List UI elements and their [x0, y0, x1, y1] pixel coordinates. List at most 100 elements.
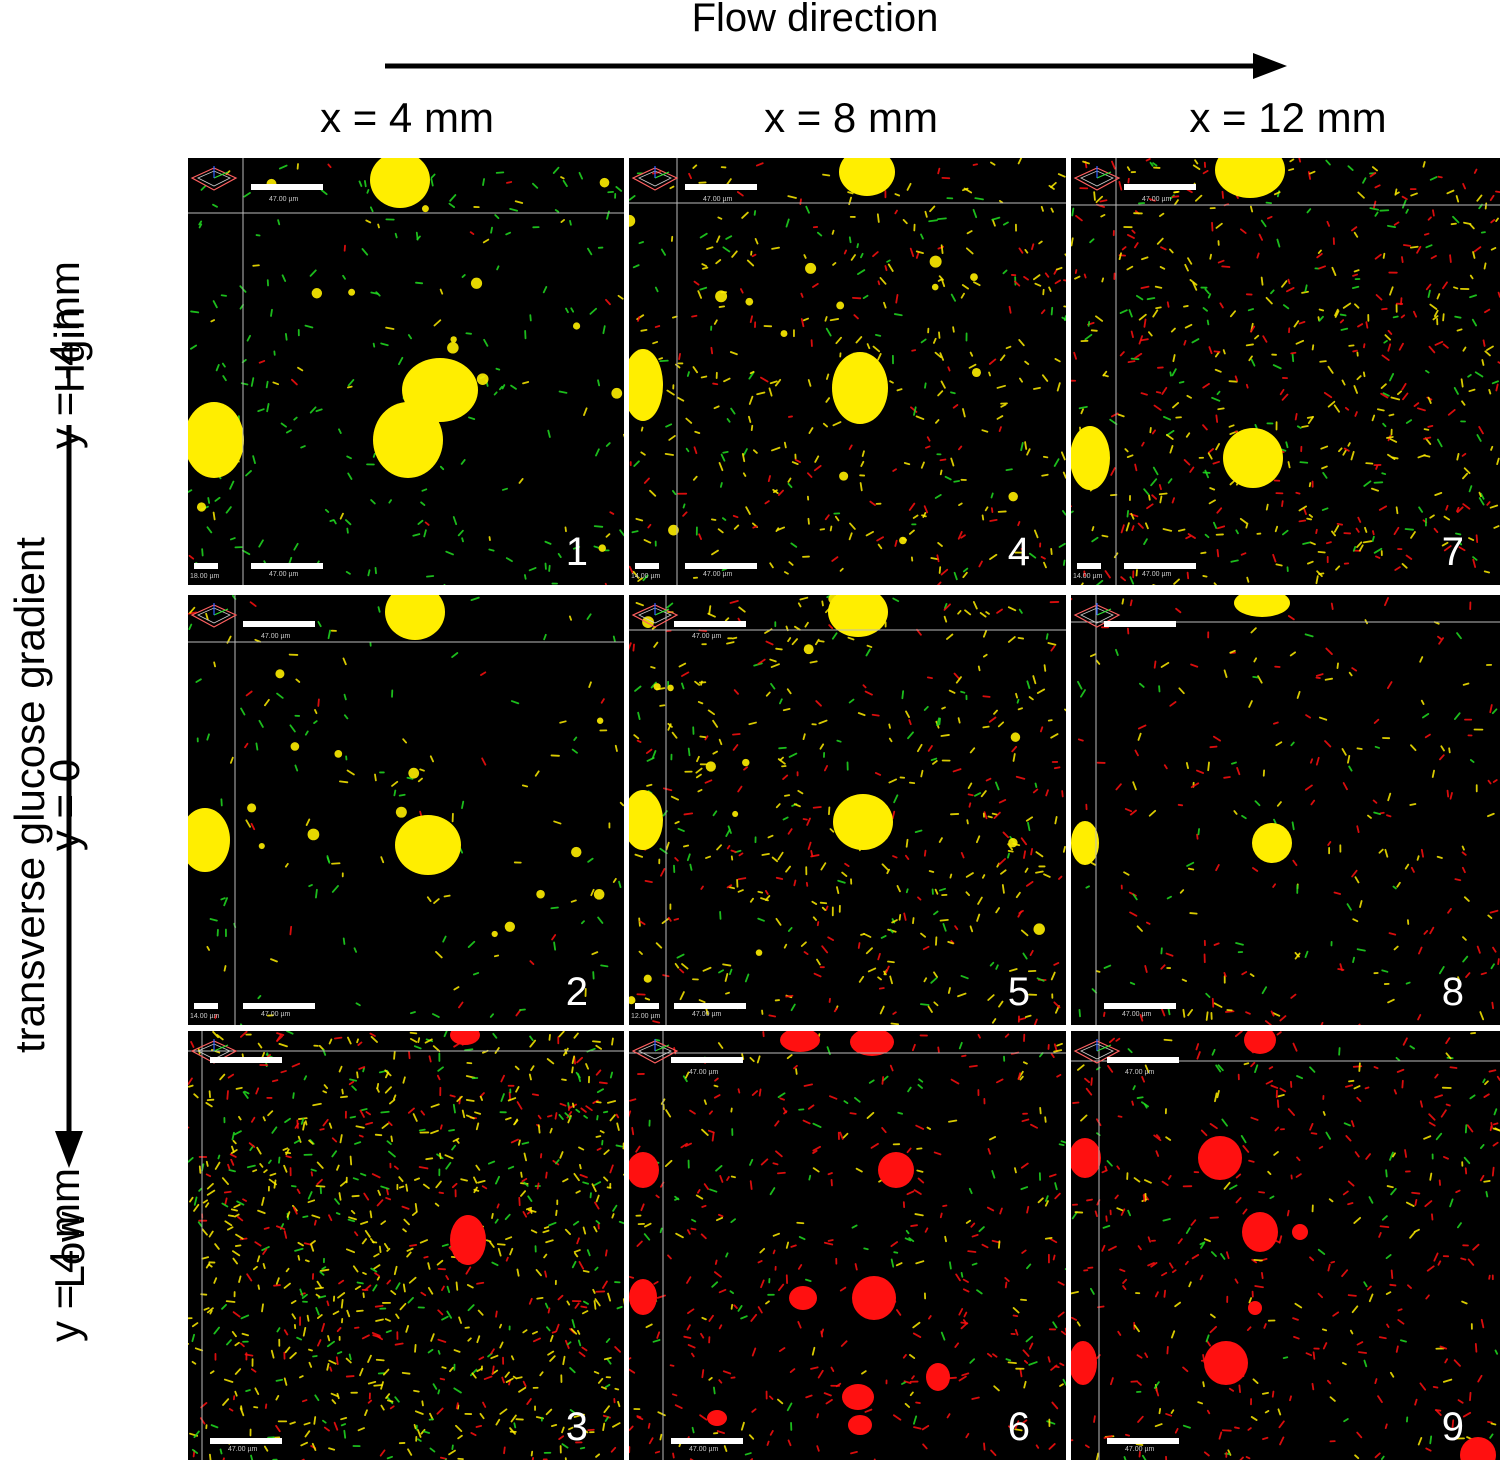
droplet-2: [1071, 821, 1099, 865]
panel-number: 9: [1441, 1405, 1464, 1449]
bacteria-layer: [629, 595, 1066, 1025]
droplet-2: [1071, 426, 1110, 490]
cluster-mark: [275, 669, 285, 679]
droplet-10: [780, 1031, 820, 1052]
droplet-1: [1223, 428, 1283, 488]
droplet-3: [1204, 1341, 1248, 1385]
bacteria-layer: [1071, 1031, 1500, 1460]
panel-number: 6: [1007, 1405, 1030, 1449]
scale-label-bottom: 47.00 µm: [228, 1446, 258, 1453]
cluster-mark: [599, 177, 610, 188]
scale-bar-top: [671, 1057, 743, 1063]
panel-4-image: [629, 158, 1066, 585]
droplet-8: [1248, 1301, 1262, 1315]
low-label: Low: [46, 1211, 93, 1289]
droplet-3: [789, 1286, 817, 1310]
scale-label-bottom: 47.00 µm: [261, 1011, 291, 1018]
scale-label-top: 47.00 µm: [692, 633, 722, 640]
droplet-1: [833, 794, 893, 850]
cluster-mark: [348, 288, 356, 296]
micrograph-panel-6: 47.00 µm 47.00 µm 6: [629, 1031, 1066, 1460]
droplet-7: [707, 1410, 727, 1426]
axes-3d-icon: [190, 1039, 238, 1064]
column-header-x12: x = 12 mm: [1189, 94, 1387, 141]
panel-1-image: [188, 158, 624, 585]
high-label: Hgih: [46, 306, 93, 394]
panel-number: 3: [565, 1405, 588, 1449]
droplet-1: [395, 815, 461, 875]
droplet-9: [1460, 1437, 1496, 1460]
cluster-mark: [705, 761, 716, 772]
transverse-gradient-label: transverse glucose gradient: [6, 537, 53, 1053]
droplet-7: [1292, 1224, 1308, 1240]
cluster-mark: [1033, 923, 1045, 935]
cluster-mark: [971, 367, 981, 378]
droplet-5: [1071, 1341, 1097, 1385]
droplet-2: [188, 808, 230, 872]
cluster-mark: [668, 524, 679, 536]
droplet-1: [852, 1276, 896, 1320]
axes-3d-icon: [190, 603, 238, 628]
cluster-mark: [408, 767, 420, 779]
scale-bar-bottom: [243, 1003, 315, 1009]
droplet-6: [848, 1415, 872, 1435]
cluster-mark: [755, 949, 763, 956]
scale-label-bottom: 47.00 µm: [703, 571, 733, 578]
droplet-1: [450, 1215, 486, 1265]
scale-bar-bottom: [1104, 1003, 1176, 1009]
scale-label-bottom: 47.00 µm: [689, 1446, 719, 1453]
scale-label-bottom: 47.00 µm: [1142, 571, 1172, 578]
cluster-mark: [653, 683, 661, 691]
scale-label-bottom: 47.00 µm: [269, 571, 299, 578]
cluster-mark: [470, 277, 483, 289]
scale-label-side: 14.00 µm: [631, 573, 661, 580]
cluster-mark: [598, 544, 606, 552]
cluster-mark: [395, 806, 407, 818]
axes-3d-icon: [1073, 603, 1121, 628]
panel-number: 2: [565, 970, 588, 1014]
scale-label-bottom: 47.00 µm: [1125, 1446, 1155, 1453]
cluster-mark: [732, 810, 739, 817]
column-header-x4: x = 4 mm: [320, 94, 494, 141]
scale-label-side: 14.00 µm: [190, 1013, 220, 1020]
scale-bar-side: [635, 563, 659, 569]
cluster-mark: [745, 297, 754, 306]
flow-direction-title: Flow direction: [691, 0, 939, 40]
scale-bar-top: [243, 621, 315, 627]
droplet-2: [878, 1152, 914, 1188]
scale-bar-top: [1107, 1057, 1179, 1063]
panel-3-image: [188, 1031, 624, 1460]
scale-label-bottom: 47.00 µm: [692, 1011, 722, 1018]
micrograph-panel-4: 47.00 µm 47.00 µm 14.00 µm 4: [629, 158, 1066, 585]
gradient-arrow: [55, 425, 83, 1168]
droplet-2: [1242, 1212, 1278, 1252]
cluster-mark: [667, 684, 674, 692]
droplet-1: [1252, 823, 1292, 863]
scale-bar-top: [1104, 621, 1176, 627]
scale-bar-bottom: [685, 563, 757, 569]
cluster-mark: [447, 342, 459, 354]
scale-bar-bottom: [1124, 563, 1196, 569]
scale-label-top: 47.00 µm: [269, 196, 299, 203]
cluster-mark: [334, 750, 343, 758]
cluster-mark: [536, 889, 545, 899]
bacteria-layer: [188, 1031, 624, 1460]
bacteria-layer: [188, 595, 624, 1025]
cluster-mark: [476, 373, 489, 385]
axes-3d-icon: [1073, 1039, 1121, 1064]
scale-bar-side: [1077, 563, 1101, 569]
cluster-mark: [642, 616, 654, 629]
cluster-mark: [715, 290, 728, 303]
axes-3d-icon: [631, 1039, 679, 1064]
droplet-2: [373, 402, 443, 478]
panel-8-image: [1071, 595, 1500, 1025]
axes-3d-icon: [190, 166, 238, 191]
cluster-mark: [311, 288, 323, 299]
column-header-x8: x = 8 mm: [764, 94, 938, 141]
scale-bar-top: [685, 184, 757, 190]
scale-bar-side: [194, 1003, 218, 1009]
cluster-mark: [290, 742, 300, 751]
droplet-11: [850, 1031, 894, 1056]
droplet-9: [629, 1279, 657, 1315]
droplet-1: [1198, 1136, 1242, 1180]
